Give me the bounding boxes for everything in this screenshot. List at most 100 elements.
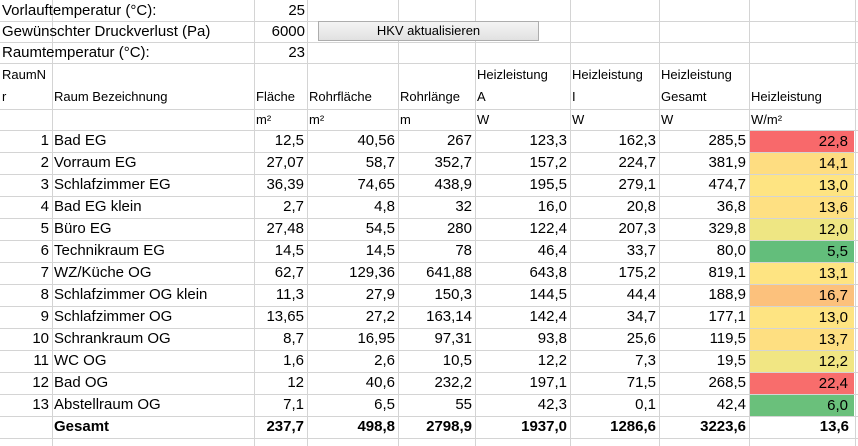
room-name[interactable]: Abstellraum OG bbox=[54, 396, 161, 413]
room-nr[interactable]: 1 bbox=[40, 132, 49, 149]
room-heizleistung-a[interactable]: 643,8 bbox=[529, 264, 567, 281]
room-rohrflaeche[interactable]: 6,5 bbox=[374, 396, 395, 413]
room-name[interactable]: Vorraum EG bbox=[54, 154, 137, 171]
room-name[interactable]: Bad EG klein bbox=[54, 198, 142, 215]
room-heizleistung-gesamt[interactable]: 80,0 bbox=[716, 242, 746, 259]
room-nr[interactable]: 11 bbox=[33, 352, 49, 369]
room-heizleistung-pro-qm[interactable]: 16,7 bbox=[750, 285, 854, 306]
room-rohrflaeche[interactable]: 40,6 bbox=[365, 374, 395, 391]
room-name[interactable]: Technikraum EG bbox=[54, 242, 165, 259]
room-nr[interactable]: 7 bbox=[40, 264, 49, 281]
room-flaeche[interactable]: 62,7 bbox=[274, 264, 304, 281]
room-heizleistung-i[interactable]: 33,7 bbox=[626, 242, 656, 259]
room-heizleistung-a[interactable]: 142,4 bbox=[529, 308, 567, 325]
room-name[interactable]: Schlafzimmer OG bbox=[54, 308, 173, 325]
room-heizleistung-pro-qm[interactable]: 13,1 bbox=[750, 263, 854, 284]
room-heizleistung-gesamt[interactable]: 177,1 bbox=[708, 308, 746, 325]
room-rohrlaenge[interactable]: 163,14 bbox=[426, 308, 472, 325]
room-nr[interactable]: 12 bbox=[32, 374, 49, 391]
room-flaeche[interactable]: 36,39 bbox=[266, 176, 304, 193]
room-name[interactable]: Schlafzimmer OG klein bbox=[54, 286, 208, 303]
room-heizleistung-gesamt[interactable]: 329,8 bbox=[708, 220, 746, 237]
room-heizleistung-i[interactable]: 279,1 bbox=[618, 176, 656, 193]
room-heizleistung-gesamt[interactable]: 42,4 bbox=[716, 396, 746, 413]
room-heizleistung-pro-qm[interactable]: 22,4 bbox=[750, 373, 854, 394]
room-heizleistung-a[interactable]: 12,2 bbox=[537, 352, 567, 369]
room-flaeche[interactable]: 7,1 bbox=[283, 396, 304, 413]
room-rohrflaeche[interactable]: 129,36 bbox=[349, 264, 395, 281]
room-rohrlaenge[interactable]: 10,5 bbox=[442, 352, 472, 369]
room-flaeche[interactable]: 27,48 bbox=[266, 220, 304, 237]
room-heizleistung-a[interactable]: 144,5 bbox=[529, 286, 567, 303]
room-heizleistung-i[interactable]: 20,8 bbox=[626, 198, 656, 215]
room-heizleistung-i[interactable]: 34,7 bbox=[626, 308, 656, 325]
room-heizleistung-gesamt[interactable]: 19,5 bbox=[716, 352, 746, 369]
room-name[interactable]: WZ/Küche OG bbox=[54, 264, 152, 281]
room-flaeche[interactable]: 27,07 bbox=[266, 154, 304, 171]
room-heizleistung-a[interactable]: 195,5 bbox=[529, 176, 567, 193]
room-heizleistung-a[interactable]: 122,4 bbox=[529, 220, 567, 237]
room-heizleistung-a[interactable]: 16,0 bbox=[537, 198, 567, 215]
room-heizleistung-a[interactable]: 157,2 bbox=[529, 154, 567, 171]
room-rohrlaenge[interactable]: 232,2 bbox=[434, 374, 472, 391]
room-heizleistung-pro-qm[interactable]: 6,0 bbox=[750, 395, 854, 416]
setting-value-raumtemperatur[interactable]: 23 bbox=[288, 44, 305, 61]
room-heizleistung-gesamt[interactable]: 268,5 bbox=[708, 374, 746, 391]
room-rohrlaenge[interactable]: 150,3 bbox=[434, 286, 472, 303]
room-rohrlaenge[interactable]: 97,31 bbox=[434, 330, 472, 347]
room-rohrlaenge[interactable]: 32 bbox=[455, 198, 472, 215]
room-heizleistung-a[interactable]: 42,3 bbox=[537, 396, 567, 413]
room-heizleistung-i[interactable]: 175,2 bbox=[618, 264, 656, 281]
room-heizleistung-pro-qm[interactable]: 22,8 bbox=[750, 131, 854, 152]
room-rohrflaeche[interactable]: 16,95 bbox=[357, 330, 395, 347]
room-rohrlaenge[interactable]: 641,88 bbox=[426, 264, 472, 281]
room-rohrflaeche[interactable]: 4,8 bbox=[374, 198, 395, 215]
room-flaeche[interactable]: 8,7 bbox=[283, 330, 304, 347]
room-heizleistung-a[interactable]: 93,8 bbox=[537, 330, 567, 347]
room-rohrflaeche[interactable]: 54,5 bbox=[365, 220, 395, 237]
room-name[interactable]: Schrankraum OG bbox=[54, 330, 171, 347]
room-nr[interactable]: 10 bbox=[32, 330, 49, 347]
room-flaeche[interactable]: 13,65 bbox=[266, 308, 304, 325]
room-heizleistung-i[interactable]: 162,3 bbox=[618, 132, 656, 149]
room-rohrflaeche[interactable]: 27,2 bbox=[365, 308, 395, 325]
room-name[interactable]: Bad OG bbox=[54, 374, 109, 391]
room-flaeche[interactable]: 11,3 bbox=[275, 286, 304, 303]
room-flaeche[interactable]: 12,5 bbox=[274, 132, 304, 149]
room-flaeche[interactable]: 2,7 bbox=[283, 198, 304, 215]
room-rohrlaenge[interactable]: 55 bbox=[455, 396, 472, 413]
room-rohrflaeche[interactable]: 74,65 bbox=[357, 176, 395, 193]
room-rohrlaenge[interactable]: 280 bbox=[446, 220, 472, 237]
room-heizleistung-i[interactable]: 7,3 bbox=[635, 352, 656, 369]
room-heizleistung-gesamt[interactable]: 285,5 bbox=[708, 132, 746, 149]
room-name[interactable]: Schlafzimmer EG bbox=[54, 176, 171, 193]
room-rohrflaeche[interactable]: 58,7 bbox=[365, 154, 395, 171]
room-heizleistung-pro-qm[interactable]: 13,0 bbox=[750, 307, 854, 328]
room-nr[interactable]: 6 bbox=[40, 242, 49, 259]
room-nr[interactable]: 13 bbox=[32, 396, 49, 413]
room-heizleistung-gesamt[interactable]: 819,1 bbox=[708, 264, 746, 281]
room-heizleistung-pro-qm[interactable]: 13,0 bbox=[750, 175, 854, 196]
room-heizleistung-a[interactable]: 46,4 bbox=[537, 242, 567, 259]
room-nr[interactable]: 3 bbox=[40, 176, 49, 193]
room-name[interactable]: WC OG bbox=[54, 352, 107, 369]
room-heizleistung-gesamt[interactable]: 36,8 bbox=[716, 198, 746, 215]
room-rohrflaeche[interactable]: 14,5 bbox=[365, 242, 395, 259]
room-flaeche[interactable]: 1,6 bbox=[283, 352, 304, 369]
room-heizleistung-a[interactable]: 197,1 bbox=[529, 374, 567, 391]
room-heizleistung-gesamt[interactable]: 188,9 bbox=[708, 286, 746, 303]
room-rohrlaenge[interactable]: 78 bbox=[455, 242, 472, 259]
room-flaeche[interactable]: 14,5 bbox=[274, 242, 304, 259]
room-heizleistung-pro-qm[interactable]: 12,0 bbox=[750, 219, 854, 240]
room-nr[interactable]: 5 bbox=[40, 220, 49, 237]
hkv-aktualisieren-button[interactable]: HKV aktualisieren bbox=[318, 21, 539, 41]
room-heizleistung-pro-qm[interactable]: 13,7 bbox=[750, 329, 854, 350]
room-name[interactable]: Büro EG bbox=[54, 220, 112, 237]
room-heizleistung-pro-qm[interactable]: 13,6 bbox=[750, 197, 854, 218]
room-heizleistung-i[interactable]: 44,4 bbox=[626, 286, 656, 303]
room-heizleistung-i[interactable]: 71,5 bbox=[626, 374, 656, 391]
room-heizleistung-gesamt[interactable]: 474,7 bbox=[708, 176, 746, 193]
room-nr[interactable]: 9 bbox=[40, 308, 49, 325]
room-rohrlaenge[interactable]: 267 bbox=[446, 132, 472, 149]
room-heizleistung-a[interactable]: 123,3 bbox=[529, 132, 567, 149]
